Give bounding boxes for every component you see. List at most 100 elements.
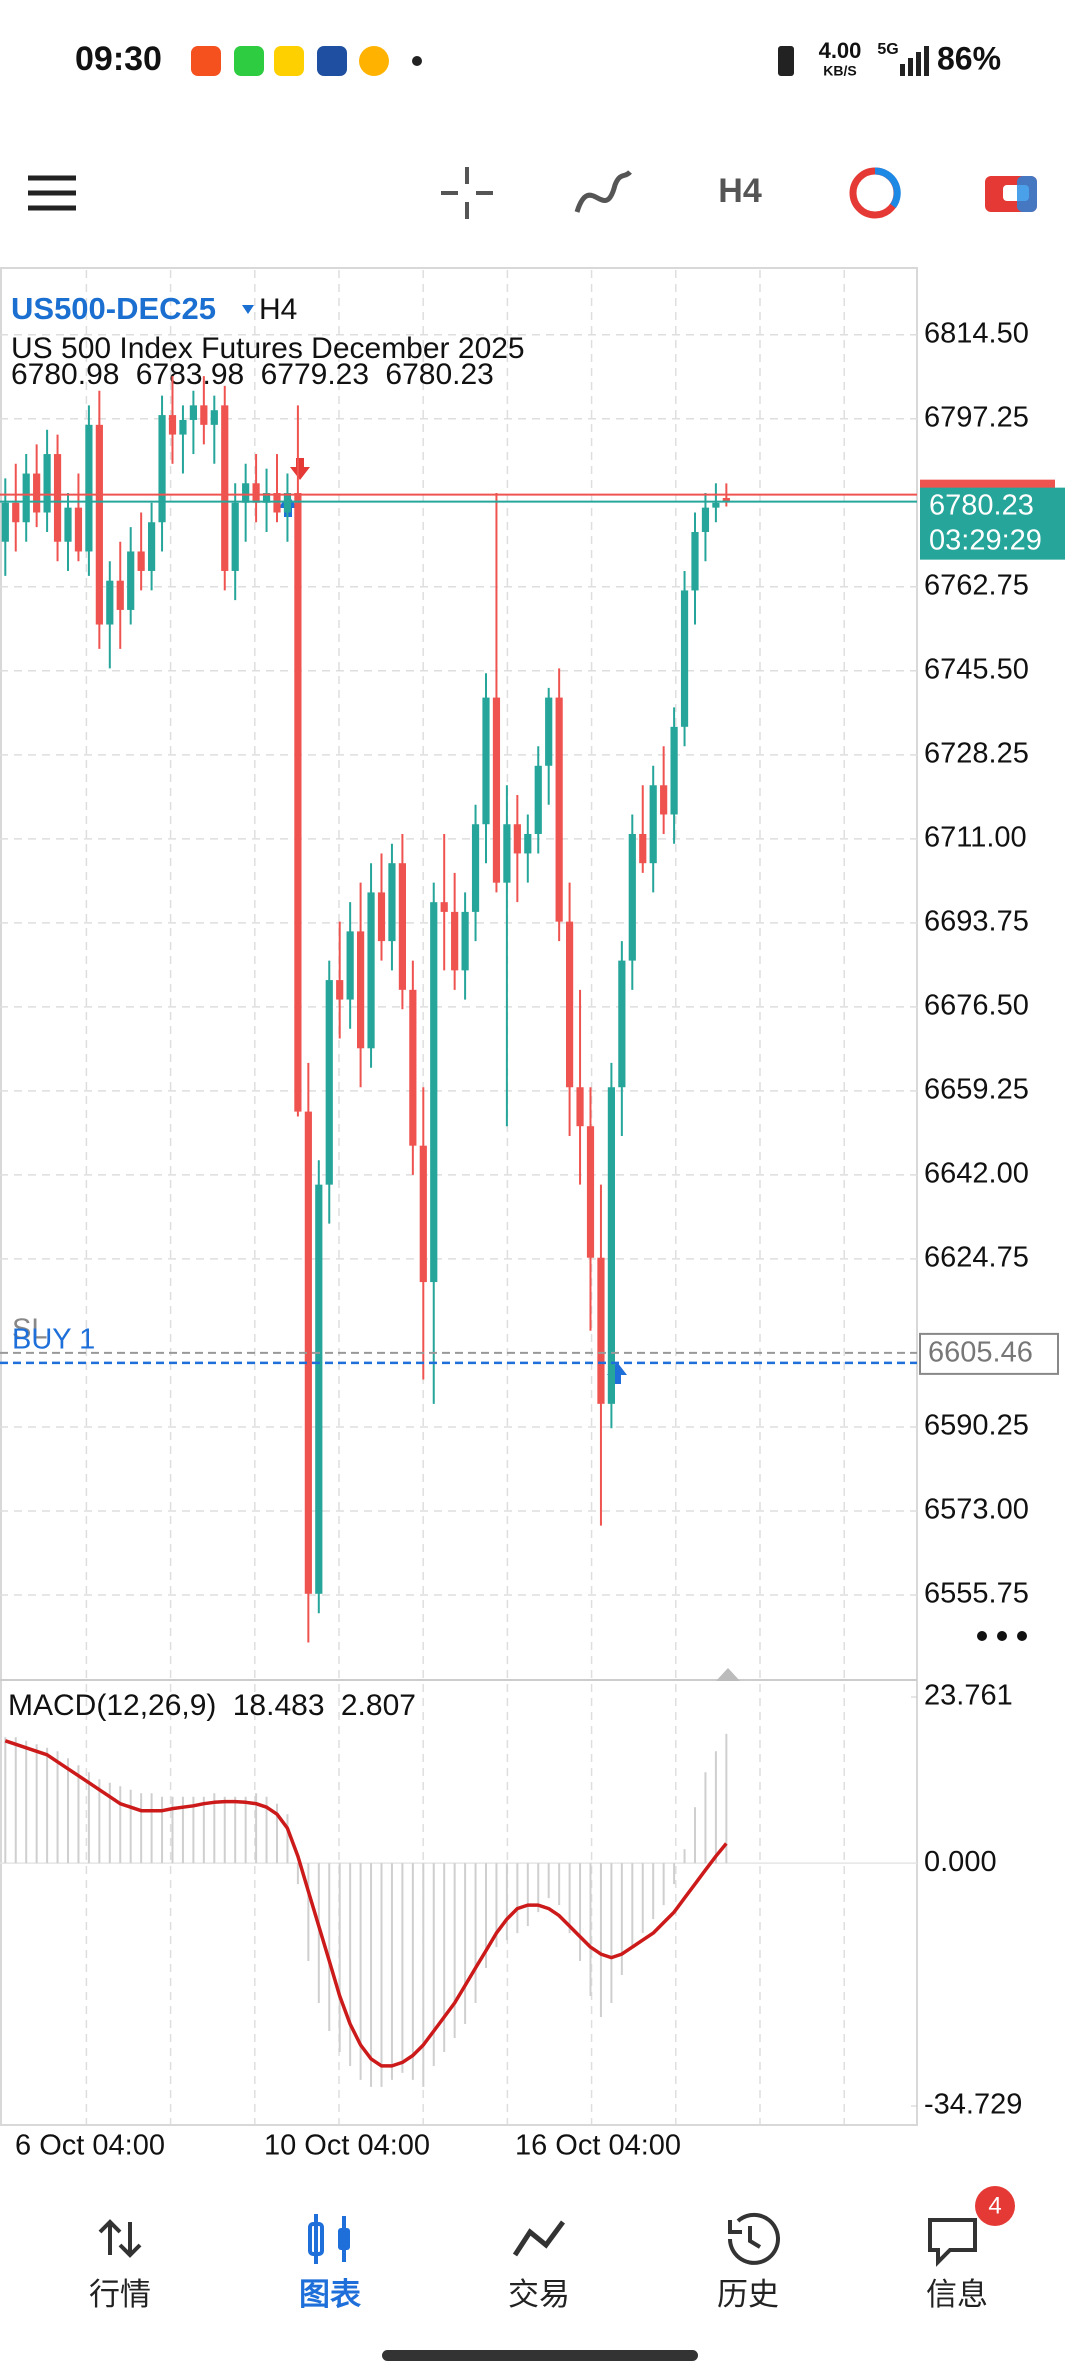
candle-body: [148, 522, 156, 571]
badge-count: 4: [988, 2192, 1001, 2219]
crosshair-button[interactable]: [441, 167, 493, 219]
nav-label[interactable]: 图表: [299, 2277, 361, 2312]
network: 5G: [877, 41, 898, 58]
symbol-dropdown[interactable]: [242, 305, 254, 314]
candle-body: [628, 833, 636, 961]
menu-button[interactable]: [28, 175, 76, 211]
time-grid: [85, 270, 845, 2124]
candle-body: [430, 902, 438, 1283]
open: 6780.98: [11, 358, 119, 391]
battery: 86%: [937, 40, 1001, 76]
candle-body: [168, 415, 177, 435]
macd-tick-label: 0.000: [924, 1846, 997, 1878]
order-price-label: 6605.46: [928, 1337, 1033, 1369]
clock-button[interactable]: [849, 167, 901, 219]
candle-body: [200, 405, 208, 425]
chart-icon[interactable]: [308, 2214, 350, 2264]
macd-label: MACD(12,26,9): [8, 1689, 216, 1722]
y-tick-label: 6590.25: [924, 1410, 1029, 1442]
candle-body: [294, 493, 302, 1112]
candle-body: [85, 424, 93, 552]
candle-body: [660, 785, 668, 815]
timeframe-button[interactable]: H4: [718, 172, 762, 210]
y-tick-label: 6745.50: [924, 653, 1029, 685]
candle-body: [597, 1257, 605, 1404]
more-button[interactable]: [977, 1631, 1027, 1641]
net-unit: KB/S: [823, 63, 856, 79]
signal-icon: [900, 46, 929, 76]
candle-body: [315, 1184, 323, 1594]
nav-label[interactable]: 行情: [89, 2277, 151, 2312]
candle-body: [158, 415, 166, 523]
x-tick-label: 16 Oct 04:00: [515, 2130, 681, 2162]
chart-frame: [0, 267, 918, 2126]
candle-body: [555, 697, 563, 922]
candle-body: [712, 502, 720, 508]
candle-body: [398, 863, 406, 990]
candle-body: [137, 551, 145, 571]
candle-body: [262, 493, 271, 503]
y-tick-label: 6676.50: [924, 990, 1029, 1022]
candle-body: [12, 502, 20, 523]
nav-label[interactable]: 交易: [508, 2277, 570, 2312]
candle-body: [252, 483, 260, 503]
candle-body: [33, 473, 41, 513]
candle-body: [701, 507, 710, 532]
candle-body: [221, 405, 229, 571]
candle-body: [106, 580, 114, 625]
order-label: BUY 1: [12, 1324, 95, 1356]
nav-label[interactable]: 信息: [926, 2277, 988, 2312]
candle-body: [74, 507, 83, 552]
y-tick-label: 6762.75: [924, 569, 1029, 601]
y-tick-label: 6624.75: [924, 1242, 1029, 1274]
badge: [975, 2186, 1015, 2226]
y-tick-label: 6711.00: [924, 821, 1027, 853]
clock: 09:30: [75, 40, 162, 78]
candle-body: [1, 502, 9, 542]
history-icon[interactable]: [728, 2212, 780, 2265]
nav-label[interactable]: 历史: [717, 2277, 779, 2312]
ohlc: 6780.98 6783.98 6779.23 6780.23: [11, 358, 494, 391]
candle-body: [231, 502, 239, 571]
panel-handle[interactable]: [716, 1668, 740, 1681]
trade-button[interactable]: [985, 176, 1037, 212]
symbol-description: US 500 Index Futures December 2025: [11, 332, 525, 365]
candle-body: [534, 765, 542, 834]
quotes-icon[interactable]: [98, 2219, 142, 2258]
order-price-tag: [919, 1332, 1059, 1375]
candle-body: [680, 590, 689, 727]
candle-body: [189, 405, 197, 420]
macd-tick-label: 23.761: [924, 1680, 1013, 1712]
symbol[interactable]: US500-DEC25: [11, 291, 216, 326]
candle-body: [367, 892, 375, 1049]
candle-body: [451, 911, 459, 971]
macd-value: 18.483: [233, 1689, 325, 1722]
y-tick-label: 6797.25: [924, 401, 1029, 433]
candle-body: [43, 454, 51, 513]
indicator-button[interactable]: [574, 170, 632, 213]
x-tick-label: 6 Oct 04:00: [15, 2130, 165, 2162]
candle-body: [503, 824, 511, 883]
candle-body: [336, 980, 344, 1000]
chart-timeframe: H4: [259, 293, 297, 326]
nav-bar: [0, 2170, 1080, 2374]
candle-body: [670, 726, 678, 815]
buy-arrow: [607, 1362, 627, 1384]
high: 6783.98: [136, 358, 244, 391]
app-icon: [359, 46, 389, 76]
price-tag: [920, 487, 1065, 560]
y-tick-label: 6814.50: [924, 317, 1029, 349]
candle-body: [649, 785, 657, 864]
net-speed: 4.00: [819, 38, 862, 63]
trade-icon[interactable]: [512, 2220, 566, 2257]
sell-arrow: [290, 458, 310, 480]
app-icon: [234, 46, 264, 76]
messages-icon[interactable]: [928, 2218, 977, 2267]
x-tick-label: 10 Oct 04:00: [264, 2130, 430, 2162]
app-icon: [274, 46, 304, 76]
low: 6779.23: [261, 358, 369, 391]
candle-body: [346, 931, 354, 1000]
candle-body: [691, 531, 699, 591]
sl-label: SL: [12, 1314, 47, 1346]
